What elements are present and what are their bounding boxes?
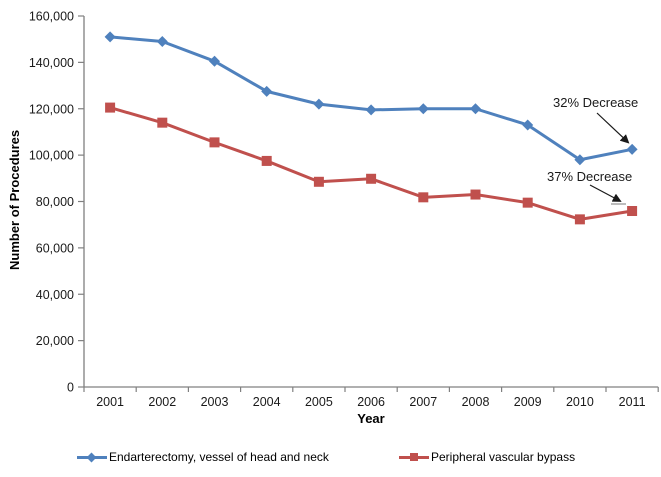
legend-line-square-icon — [399, 451, 429, 464]
annotation-arrow-37 — [589, 184, 622, 202]
y-tick-label: 160,000 — [29, 10, 74, 24]
x-tick-label: 2008 — [462, 395, 490, 409]
data-point-square — [366, 173, 377, 184]
y-axis-title: Number of Procedures — [7, 129, 22, 270]
legend-line-diamond-icon — [77, 451, 107, 464]
x-tick-label: 2002 — [148, 395, 176, 409]
data-point-diamond — [104, 31, 116, 43]
data-point-diamond — [156, 35, 168, 48]
data-point-square — [261, 155, 272, 166]
data-point-square — [627, 206, 638, 217]
y-tick-label: 80,000 — [36, 195, 74, 209]
data-point-square — [418, 192, 429, 203]
y-tick-label: 140,000 — [29, 56, 74, 70]
data-point-square — [105, 102, 116, 113]
data-point-diamond — [313, 98, 325, 110]
y-tick-label: 40,000 — [36, 288, 74, 302]
data-point-square — [470, 189, 481, 200]
y-tick-label: 0 — [67, 381, 74, 395]
x-tick-label: 2007 — [409, 395, 437, 409]
data-point-diamond — [417, 103, 429, 115]
series-line-1 — [108, 106, 634, 221]
data-point-square — [157, 117, 168, 128]
annotation-37-percent-decrease: 37% Decrease — [547, 169, 633, 184]
y-tick-label: 100,000 — [29, 149, 74, 163]
y-tick-label: 20,000 — [36, 334, 74, 348]
data-point-square — [574, 214, 585, 225]
y-tick-label: 60,000 — [36, 241, 74, 255]
data-point-diamond — [469, 103, 482, 115]
x-axis-title: Year — [357, 411, 385, 426]
x-tick-label: 2001 — [96, 395, 124, 409]
legend-label: Peripheral vascular bypass — [431, 450, 576, 464]
data-point-diamond — [261, 85, 273, 97]
x-tick-label: 2010 — [566, 395, 594, 409]
legend-item-peripheral-bypass: Peripheral vascular bypass — [399, 450, 575, 464]
data-point-square — [313, 176, 324, 187]
annotation-arrow-32 — [596, 112, 630, 144]
annotation-32-percent-decrease: 32% Decrease — [553, 95, 639, 110]
data-point-square — [209, 137, 220, 148]
x-tick-label: 2011 — [619, 395, 646, 409]
data-point-diamond — [574, 154, 586, 166]
data-point-diamond — [208, 55, 221, 67]
x-tick-label: 2003 — [201, 395, 229, 409]
x-tick-label: 2004 — [253, 395, 281, 409]
x-tick-label: 2005 — [305, 395, 333, 409]
legend-item-endarterectomy: Endarterectomy, vessel of head and neck — [77, 450, 329, 464]
x-tick-label: 2009 — [514, 395, 542, 409]
data-point-diamond — [626, 143, 638, 155]
x-tick-label: 2006 — [357, 395, 385, 409]
data-point-diamond — [522, 119, 534, 131]
legend-label: Endarterectomy, vessel of head and neck — [109, 450, 329, 464]
data-point-diamond — [365, 104, 377, 116]
data-point-square — [522, 197, 533, 208]
y-tick-label: 120,000 — [29, 102, 74, 116]
